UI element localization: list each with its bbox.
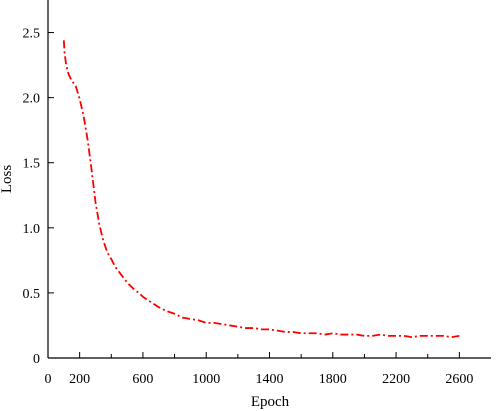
y-tick-label: 0	[33, 352, 40, 367]
x-tick-label: 200	[69, 372, 90, 387]
y-tick-label: 2.5	[23, 27, 41, 42]
y-tick-label: 1.0	[23, 222, 41, 237]
y-ticks: 0 0.5 1.0 1.5 2.0 2.5	[23, 27, 54, 367]
x-tick-label: 1000	[192, 372, 220, 387]
chart-axes	[47, 0, 491, 359]
x-tick-label: 2600	[445, 372, 473, 387]
loss-series-line	[62, 40, 460, 339]
x-tick-label: 1800	[319, 372, 347, 387]
y-tick-label: 1.5	[23, 157, 41, 172]
y-tick-label: 0.5	[23, 287, 41, 302]
x-tick-label: 2200	[382, 372, 410, 387]
y-tick-label: 2.0	[23, 92, 41, 107]
x-tick-label: 0	[45, 372, 52, 387]
y-axis-title: Loss	[0, 165, 15, 194]
x-tick-label: 1400	[256, 372, 284, 387]
x-axis-title: Epoch	[251, 394, 290, 410]
series-group	[62, 40, 460, 339]
x-tick-label: 600	[132, 372, 153, 387]
x-ticks: 0 200 600 1000 1400 1800 2200 2600	[45, 352, 473, 387]
